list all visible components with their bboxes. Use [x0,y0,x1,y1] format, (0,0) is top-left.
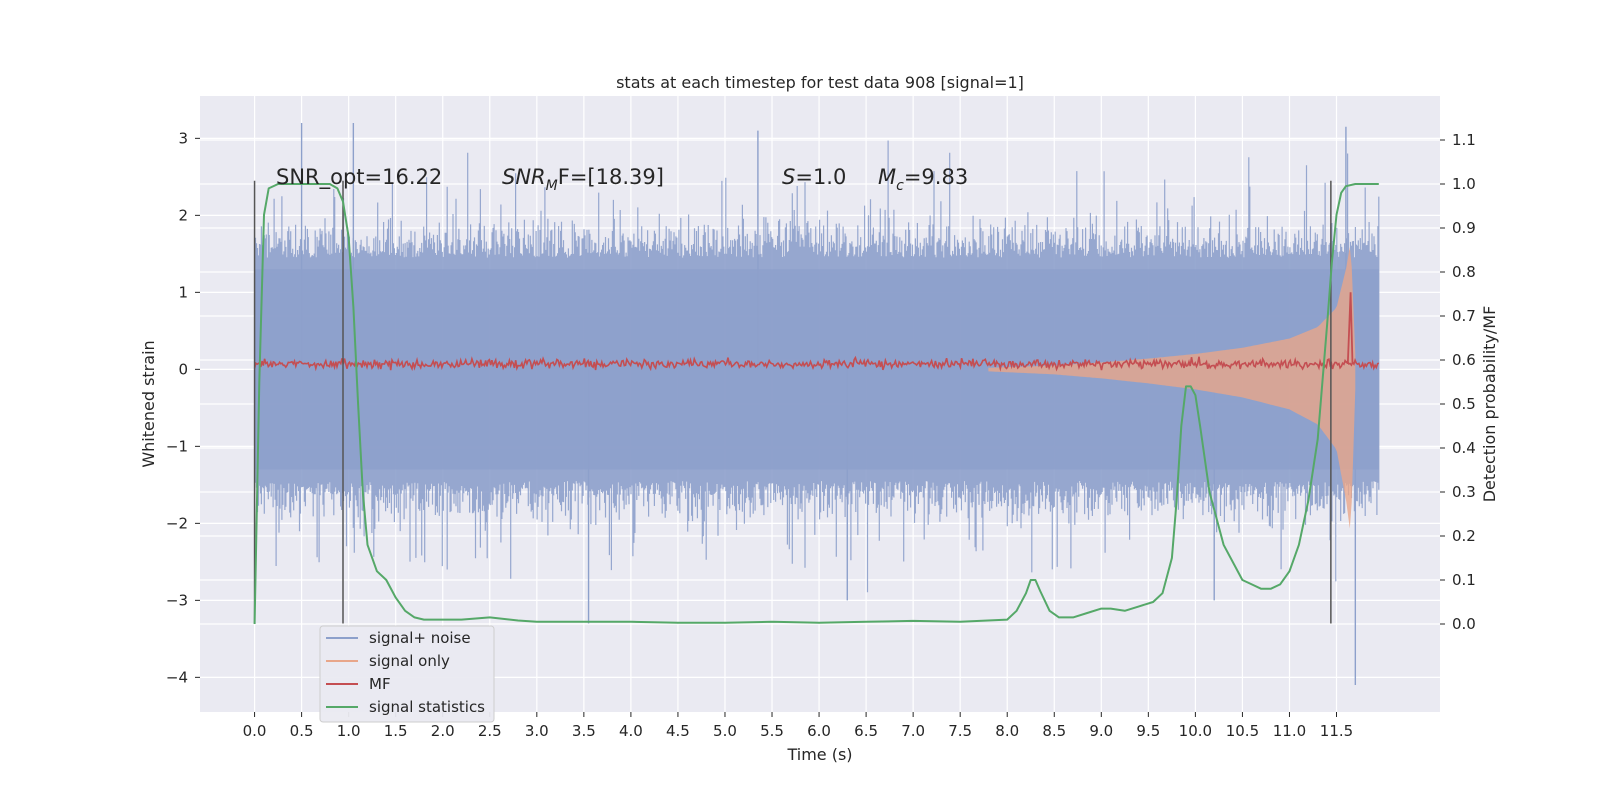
y-tick-label: −1 [166,437,188,455]
x-tick-label: 7.0 [901,722,925,740]
x-tick-label: 5.5 [760,722,784,740]
x-tick-label: 10.5 [1226,722,1259,740]
annotation-s: S=1.0 [782,165,846,189]
annotation-snr-mf: SNRMF=[18.39] [502,165,664,194]
legend-label-signal-noise: signal+ noise [369,629,471,647]
tick-labels: 0.0 0.5 1.0 1.5 2.0 2.5 3.0 3.5 4.0 4.5 5.0 5.5 6.0 6… [166,129,1476,740]
x-tick-label: 3.0 [525,722,549,740]
x-tick-label: 6.5 [854,722,878,740]
mf-peak [1346,292,1354,365]
y-tick-label: −2 [166,514,188,532]
y-tick-label: 2 [178,206,188,224]
y-right-tick-label: 1.1 [1452,131,1476,149]
legend: signal+ noise signal only MF signal stat… [319,625,495,723]
mf-trace [253,355,1380,372]
y-right-tick-label: 0.4 [1452,439,1476,457]
signal-statistics-line [253,183,1379,625]
x-tick-label: 8.5 [1042,722,1066,740]
y-axis-label: Whitened strain [139,340,158,467]
y-tick-label: −4 [166,668,188,686]
x-tick-label: 2.5 [478,722,502,740]
signal-only-envelope [988,246,1356,529]
y-right-tick-label: 0.7 [1452,307,1476,325]
legend-label-signal-only: signal only [369,652,450,670]
y-right-tick-label: 0.2 [1452,527,1476,545]
x-tick-label: 10.0 [1179,722,1212,740]
x-tick-label: 0.0 [243,722,267,740]
x-tick-label: 4.0 [619,722,643,740]
x-tick-label: 6.0 [807,722,831,740]
y-right-tick-label: 0.3 [1452,483,1476,501]
x-tick-label: 1.0 [337,722,361,740]
legend-label-signal-statistics: signal statistics [369,698,485,716]
x-tick-label: 1.5 [384,722,408,740]
mf-series [253,292,1380,372]
x-axis-label: Time (s) [786,745,852,764]
y-right-tick-label: 0.0 [1452,615,1476,633]
x-tick-label: 0.5 [290,722,314,740]
x-tick-label: 9.0 [1089,722,1113,740]
y-tick-label: 3 [178,129,188,147]
x-tick-label: 2.0 [431,722,455,740]
x-tick-label: 11.5 [1320,722,1353,740]
annotation-mc: Mc=9.83 [878,165,968,194]
x-tick-label: 8.0 [995,722,1019,740]
chart-title: stats at each timestep for test data 908… [616,73,1024,92]
x-tick-label: 11.0 [1273,722,1306,740]
y-right-tick-label: 0.8 [1452,263,1476,281]
y-tick-label: 1 [178,283,188,301]
signal-statistics-series [253,183,1379,625]
x-tick-label: 5.0 [713,722,737,740]
y-tick-label: −3 [166,591,188,609]
y-tick-label: 0 [178,360,188,378]
y-right-tick-label: 0.9 [1452,219,1476,237]
y-right-tick-label: 1.0 [1452,175,1476,193]
x-tick-label: 7.5 [948,722,972,740]
y-right-tick-label: 0.5 [1452,395,1476,413]
x-tick-label: 3.5 [572,722,596,740]
x-tick-label: 9.5 [1136,722,1160,740]
x-tick-label: 4.5 [666,722,690,740]
y-axis-right-label: Detection probability/MF [1480,306,1499,503]
legend-label-mf: MF [369,675,391,693]
legend-box [319,625,495,723]
y-right-tick-label: 0.6 [1452,351,1476,369]
annotation-snr-opt: SNR_opt=16.22 [276,165,442,190]
vertical-markers [253,180,1332,624]
y-right-tick-label: 0.1 [1452,571,1476,589]
signal-only-series [988,246,1356,529]
